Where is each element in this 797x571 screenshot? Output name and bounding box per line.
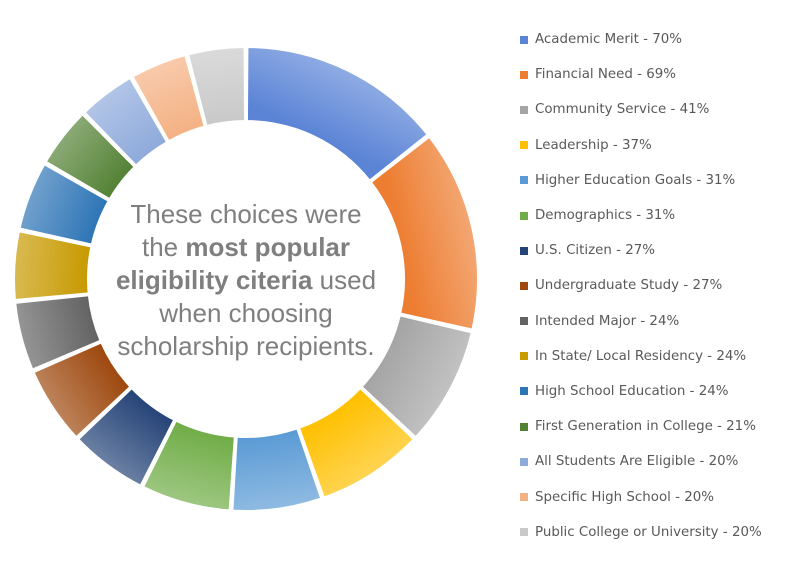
- legend-item-10: In State/ Local Residency - 24%: [520, 339, 795, 374]
- legend-swatch: [520, 317, 528, 326]
- center-text-line-4: when choosing: [159, 298, 333, 328]
- donut-slice-5: [231, 427, 323, 512]
- legend-swatch: [520, 422, 528, 431]
- center-annotation: These choices were the most popular elig…: [96, 198, 396, 363]
- legend-label: High School Education - 24%: [535, 383, 729, 399]
- legend-item-8: Undergraduate Study - 27%: [520, 268, 795, 303]
- legend-swatch: [520, 528, 528, 537]
- donut-slice-4: [297, 386, 416, 499]
- legend-label: Academic Merit - 70%: [535, 32, 682, 48]
- legend-label: Undergraduate Study - 27%: [535, 278, 723, 294]
- donut-slice-3: [360, 314, 473, 439]
- legend-swatch: [520, 246, 528, 255]
- donut-slice-11: [18, 162, 111, 246]
- legend-item-3: Community Service - 41%: [520, 92, 795, 127]
- legend-label: Demographics - 31%: [535, 208, 676, 224]
- legend-label: Leadership - 37%: [535, 137, 652, 153]
- legend-label: Financial Need - 69%: [535, 67, 676, 83]
- donut-slice-7: [76, 386, 176, 488]
- donut-slices: [13, 45, 479, 512]
- legend-item-2: Financial Need - 69%: [520, 57, 795, 92]
- legend-swatch: [520, 211, 528, 220]
- legend-item-15: Public College or University - 20%: [520, 515, 795, 550]
- center-text-line-3b: used: [312, 265, 377, 295]
- legend-swatch: [520, 352, 528, 361]
- legend-label: Intended Major - 24%: [535, 313, 680, 329]
- donut-slice-2: [369, 135, 479, 331]
- legend-item-4: Leadership - 37%: [520, 128, 795, 163]
- legend-swatch: [520, 141, 528, 150]
- legend-label: In State/ Local Residency - 24%: [535, 348, 747, 364]
- donut-slice-13: [83, 76, 169, 167]
- legend-label: First Generation in College - 21%: [535, 419, 756, 435]
- donut-slice-9: [14, 294, 102, 371]
- legend-label: U.S. Citizen - 27%: [535, 243, 655, 259]
- donut-slice-10: [13, 230, 93, 302]
- donut-slice-6: [141, 419, 236, 512]
- legend-item-9: Intended Major - 24%: [520, 304, 795, 339]
- center-text-line-5: scholarship recipients.: [117, 331, 375, 361]
- legend-item-13: All Students Are Eligible - 20%: [520, 444, 795, 479]
- legend-swatch: [520, 70, 528, 79]
- legend-item-12: First Generation in College - 21%: [520, 409, 795, 444]
- legend-swatch: [520, 493, 528, 502]
- legend-swatch: [520, 35, 528, 44]
- donut-slice-14: [131, 53, 206, 143]
- legend-label: Specific High School - 20%: [535, 489, 714, 505]
- chart-legend: Academic Merit - 70% Financial Need - 69%…: [520, 22, 795, 550]
- center-text-line-3a: eligibility citeria: [115, 265, 313, 295]
- center-text-line-2a: the: [141, 232, 186, 262]
- legend-swatch: [520, 176, 528, 185]
- donut-slice-8: [32, 341, 132, 439]
- legend-item-1: Academic Merit - 70%: [520, 22, 795, 57]
- legend-swatch: [520, 281, 528, 290]
- legend-label: All Students Are Eligible - 20%: [535, 454, 739, 470]
- donut-slice-12: [44, 112, 137, 201]
- legend-label: Public College or University - 20%: [535, 524, 762, 540]
- donut-slice-15: [186, 45, 247, 128]
- legend-swatch: [520, 105, 528, 114]
- legend-item-11: High School Education - 24%: [520, 374, 795, 409]
- legend-item-6: Demographics - 31%: [520, 198, 795, 233]
- legend-swatch: [520, 387, 528, 396]
- center-text-line-2b: most popular: [185, 232, 351, 262]
- legend-swatch: [520, 457, 528, 466]
- legend-item-5: Higher Education Goals - 31%: [520, 163, 795, 198]
- donut-chart: [13, 45, 479, 512]
- legend-item-14: Specific High School - 20%: [520, 479, 795, 514]
- center-text-line-1: These choices were: [130, 199, 362, 229]
- donut-slice-1: [245, 45, 429, 183]
- legend-label: Community Service - 41%: [535, 102, 710, 118]
- legend-item-7: U.S. Citizen - 27%: [520, 233, 795, 268]
- legend-label: Higher Education Goals - 31%: [535, 172, 736, 188]
